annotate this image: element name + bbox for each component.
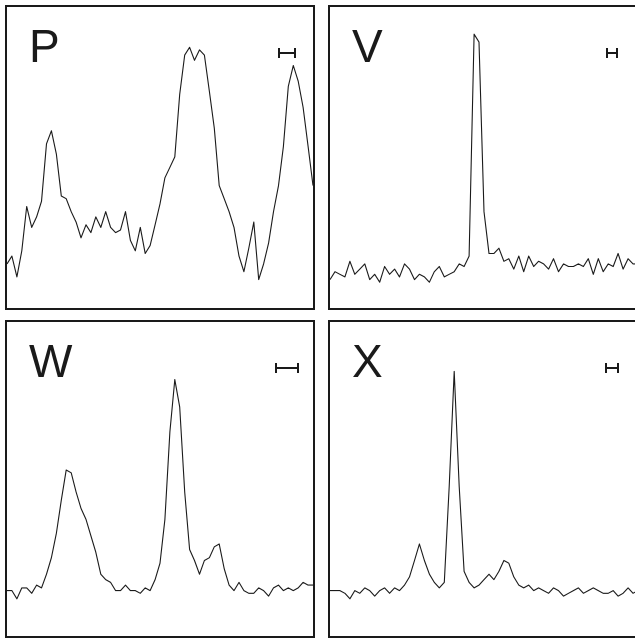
panel-label-x: X bbox=[352, 335, 383, 387]
plot-v bbox=[330, 33, 635, 283]
panel-label-p: P bbox=[29, 20, 60, 72]
scale-bar-p bbox=[278, 48, 296, 58]
plot-p bbox=[7, 46, 313, 281]
plot-x bbox=[330, 363, 635, 600]
trace-line-p bbox=[7, 46, 313, 281]
trace-line-w bbox=[7, 379, 313, 600]
trace-line-x bbox=[330, 370, 635, 600]
panel-v: V bbox=[328, 5, 635, 310]
plot-w bbox=[7, 363, 313, 600]
panel-x: X bbox=[328, 320, 635, 638]
panel-label-w: W bbox=[29, 335, 73, 387]
scale-bar-v bbox=[606, 48, 618, 58]
trace-line-v bbox=[330, 33, 635, 283]
panel-label-v: V bbox=[352, 20, 383, 72]
scale-bar-x bbox=[605, 363, 619, 373]
scale-bar-w bbox=[275, 363, 299, 373]
panel-w: W bbox=[5, 320, 315, 638]
panel-p: P bbox=[5, 5, 315, 310]
